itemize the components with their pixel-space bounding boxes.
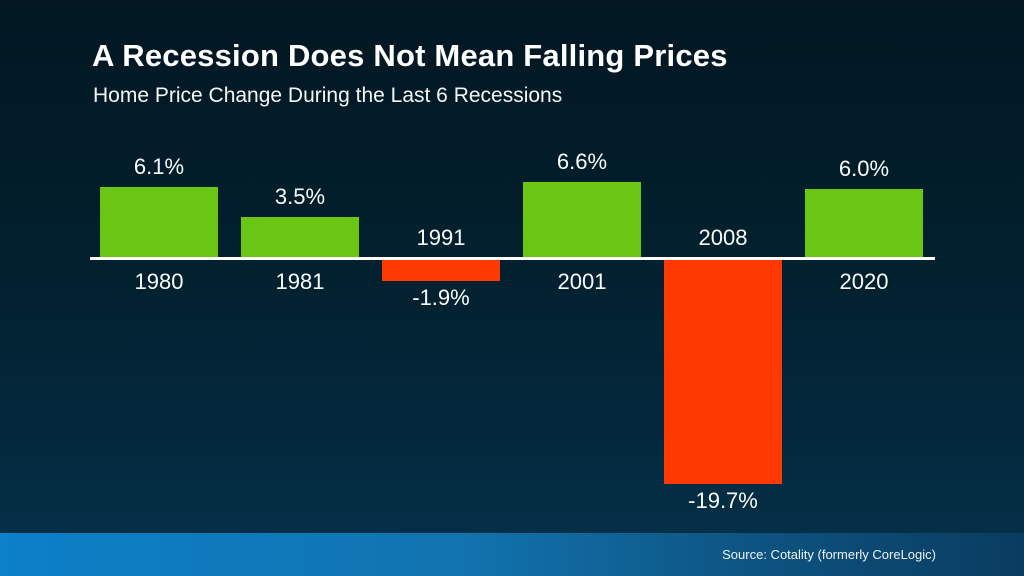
year-label-1991: 1991 (416, 225, 466, 250)
bar-1981 (241, 217, 359, 257)
bar-chart: 6.1% 1980 3.5% 1981 -1.9% 1991 6.6% 2001 -19.7% 2… (90, 148, 935, 514)
value-label-2020: 6.0% (838, 155, 890, 181)
bar-1991 (382, 259, 500, 282)
year-label-1980: 1980 (134, 269, 184, 294)
value-label-1980: 6.1% (133, 154, 185, 180)
source-text: Source: Cotality (formerly CoreLogic) (722, 547, 936, 562)
value-label-1981: 3.5% (274, 184, 326, 210)
year-label-2001: 2001 (557, 269, 607, 294)
source-bar: Source: Cotality (formerly CoreLogic) (0, 533, 1024, 576)
year-label-2008: 2008 (698, 225, 748, 250)
bar-2001 (523, 181, 641, 257)
x-axis-line (90, 257, 935, 260)
value-label-1991: -1.9% (412, 285, 470, 311)
value-label-2001: 6.6% (556, 148, 608, 174)
bar-2008 (664, 259, 782, 485)
chart-subtitle: Home Price Change During the Last 6 Rece… (93, 84, 563, 107)
chart-title: A Recession Does Not Mean Falling Prices (92, 38, 728, 73)
value-label-2008: -19.7% (688, 488, 758, 514)
bar-2020 (805, 188, 923, 257)
year-label-2020: 2020 (839, 269, 889, 294)
year-label-1981: 1981 (275, 269, 325, 294)
bar-1980 (100, 187, 218, 257)
